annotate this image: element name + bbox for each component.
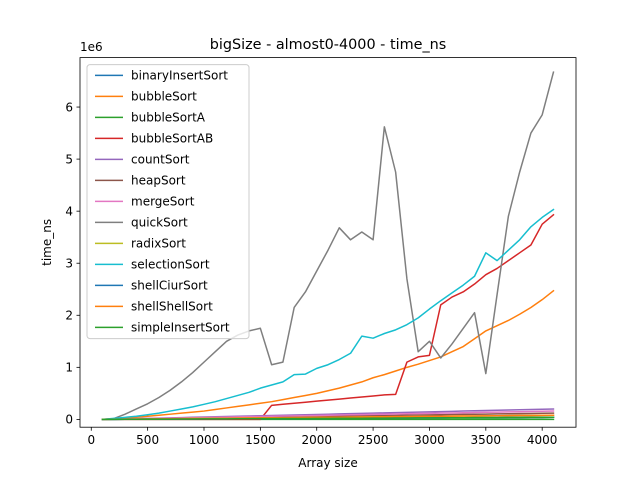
y-tick-label: 5 [65, 152, 73, 166]
y-offset-label: 1e6 [80, 40, 103, 54]
y-tick-label: 4 [65, 204, 73, 218]
legend-label-shellShellSort: shellShellSort [131, 300, 213, 314]
x-axis: 0 500 1000 1500 2000 2500 3000 3500 4000 [87, 427, 557, 447]
y-tick-label: 6 [65, 100, 73, 114]
x-tick-label: 3000 [414, 433, 445, 447]
x-axis-label: Array size [298, 456, 357, 470]
series-line-simpleInsertSort [101, 416, 555, 421]
legend-label-selectionSort: selectionSort [131, 258, 210, 272]
series-line-quickSort [101, 71, 555, 421]
x-tick-label: 4000 [527, 433, 558, 447]
legend-frame [86, 64, 250, 340]
y-tick-label: 0 [65, 413, 73, 427]
y-axis: 0 1 2 3 4 5 6 [65, 100, 80, 427]
x-tick-label: 1500 [245, 433, 276, 447]
x-tick-label: 0 [87, 433, 95, 447]
y-tick-label: 3 [65, 257, 73, 271]
legend-label-binaryInsertSort: binaryInsertSort [131, 69, 228, 83]
y-axis-label: time_ns [40, 219, 54, 266]
y-tick-label: 2 [65, 309, 73, 323]
x-tick-label: 2000 [301, 433, 332, 447]
legend-label-heapSort: heapSort [131, 174, 186, 188]
x-tick-label: 2500 [358, 433, 389, 447]
legend-label-countSort: countSort [131, 153, 190, 167]
legend-label-shellCiurSort: shellCiurSort [131, 279, 208, 293]
legend-label-bubbleSortA: bubbleSortA [131, 111, 206, 125]
legend-label-radixSort: radixSort [131, 237, 186, 251]
x-tick-label: 500 [136, 433, 159, 447]
series-line-selectionSort [101, 208, 555, 421]
legend-label-bubbleSortAB: bubbleSortAB [131, 132, 213, 146]
y-tick-label: 1 [65, 361, 73, 375]
legend-label-simpleInsertSort: simpleInsertSort [131, 321, 230, 335]
legend-label-mergeSort: mergeSort [131, 195, 195, 209]
legend: binaryInsertSort bubbleSort bubbleSortA bub… [86, 64, 250, 340]
series-layer [101, 71, 555, 421]
plot-frame [79, 57, 577, 428]
x-tick-label: 1000 [189, 433, 220, 447]
legend-label-quickSort: quickSort [131, 216, 188, 230]
x-tick-label: 3500 [471, 433, 502, 447]
legend-label-bubbleSort: bubbleSort [131, 90, 197, 104]
chart-title: bigSize - almost0-4000 - time_ns [210, 37, 447, 53]
